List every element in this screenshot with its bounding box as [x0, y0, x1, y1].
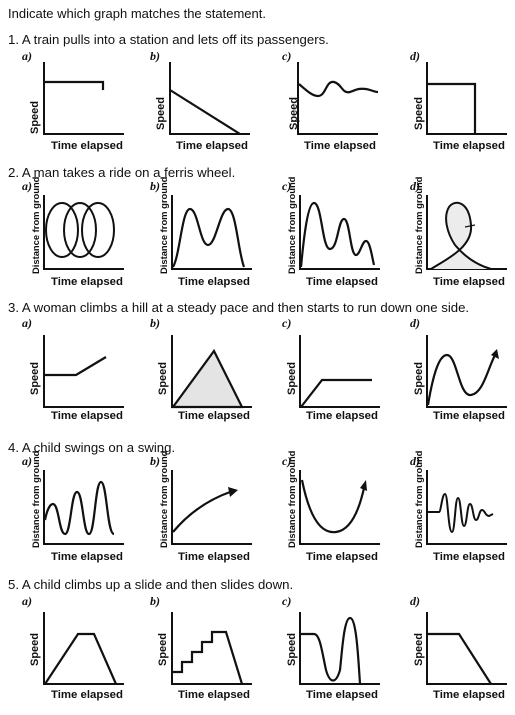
q3d-x-axis-label: Time elapsed — [433, 410, 505, 422]
question-2-text: 2. A man takes a ride on a ferris wheel. — [8, 165, 236, 180]
q5-option-d-label: d) — [410, 594, 420, 608]
q5a-y-axis-label: Speed — [29, 632, 41, 666]
q2-graph-d[interactable] — [426, 195, 507, 270]
q1d-y-axis-label: Speed — [413, 96, 425, 130]
q1-option-a-label: a) — [22, 49, 32, 63]
q4b-x-axis-label: Time elapsed — [178, 551, 250, 563]
q1d-x-axis-label: Time elapsed — [433, 140, 505, 152]
q3a-x-axis-label: Time elapsed — [51, 410, 123, 422]
q1-option-b-label: b) — [150, 49, 160, 63]
q1-option-c-label: c) — [282, 49, 292, 63]
q4-option-c-label: c) — [282, 454, 292, 468]
q3-option-d-label: d) — [410, 316, 420, 330]
q5-graph-c[interactable] — [299, 612, 380, 685]
q2c-x-axis-label: Time elapsed — [306, 276, 378, 288]
q1-graph-d[interactable] — [426, 62, 507, 135]
q4a-x-axis-label: Time elapsed — [51, 551, 123, 563]
q5d-x-axis-label: Time elapsed — [433, 689, 505, 701]
q1b-y-axis-label: Speed — [155, 96, 167, 130]
q2-option-b-label: b) — [150, 179, 160, 193]
q3-option-b-label: b) — [150, 316, 160, 330]
q5a-x-axis-label: Time elapsed — [51, 689, 123, 701]
q4c-y-axis-label: Distance from ground — [286, 450, 297, 548]
q5-graph-b[interactable] — [171, 612, 252, 685]
q2-graph-c[interactable] — [299, 195, 380, 270]
q4-graph-d[interactable] — [426, 470, 507, 545]
q2-graph-a[interactable] — [43, 195, 124, 270]
q3c-y-axis-label: Speed — [286, 361, 298, 395]
q4d-x-axis-label: Time elapsed — [433, 551, 505, 563]
q1a-x-axis-label: Time elapsed — [51, 140, 123, 152]
q5b-x-axis-label: Time elapsed — [178, 689, 250, 701]
q4-option-b-label: b) — [150, 454, 160, 468]
q2b-x-axis-label: Time elapsed — [178, 276, 250, 288]
q4c-x-axis-label: Time elapsed — [306, 551, 378, 563]
q5-option-c-label: c) — [282, 594, 292, 608]
q1-option-d-label: d) — [410, 49, 420, 63]
q3d-y-axis-label: Speed — [413, 361, 425, 395]
question-3-text: 3. A woman climbs a hill at a steady pac… — [8, 300, 470, 315]
q3b-x-axis-label: Time elapsed — [178, 410, 250, 422]
q4-option-a-label: a) — [22, 454, 32, 468]
question-5-text: 5. A child climbs up a slide and then sl… — [8, 577, 294, 592]
q4-graph-a[interactable] — [43, 470, 124, 545]
q5b-y-axis-label: Speed — [157, 632, 169, 666]
question-1-text: 1. A train pulls into a station and lets… — [8, 32, 329, 47]
q3a-y-axis-label: Speed — [29, 361, 41, 395]
q4a-y-axis-label: Distance from ground — [30, 450, 41, 548]
q1-graph-a[interactable] — [43, 62, 124, 135]
q2-option-c-label: c) — [282, 179, 292, 193]
q2d-y-axis-label: Distance from ground — [413, 176, 424, 274]
q5-option-a-label: a) — [22, 594, 32, 608]
q3-option-c-label: c) — [282, 316, 292, 330]
question-4-text: 4. A child swings on a swing. — [8, 440, 176, 455]
q4-graph-c[interactable] — [299, 470, 380, 545]
q3-graph-b[interactable] — [170, 335, 252, 409]
q3-graph-a[interactable] — [43, 335, 124, 408]
q5-option-b-label: b) — [150, 594, 160, 608]
q1b-x-axis-label: Time elapsed — [176, 140, 248, 152]
q3-graph-d[interactable] — [426, 335, 507, 408]
q5-graph-d[interactable] — [426, 612, 507, 685]
q5d-y-axis-label: Speed — [413, 632, 425, 666]
q2a-y-axis-label: Distance from ground — [30, 176, 41, 274]
q2a-x-axis-label: Time elapsed — [51, 276, 123, 288]
q5-graph-a[interactable] — [43, 612, 124, 685]
q3-graph-c[interactable] — [299, 335, 380, 408]
q3-option-a-label: a) — [22, 316, 32, 330]
q2c-y-axis-label: Distance from ground — [286, 176, 297, 274]
q5c-y-axis-label: Speed — [286, 632, 298, 666]
q3b-y-axis-label: Speed — [157, 361, 169, 395]
q4-graph-b[interactable] — [171, 470, 252, 545]
q4d-y-axis-label: Distance from ground — [413, 450, 424, 548]
q2d-x-axis-label: Time elapsed — [433, 276, 505, 288]
q3c-x-axis-label: Time elapsed — [306, 410, 378, 422]
worksheet-instructions: Indicate which graph matches the stateme… — [8, 6, 266, 21]
q1-graph-b[interactable] — [169, 62, 250, 135]
q2-option-a-label: a) — [22, 179, 32, 193]
q2b-y-axis-label: Distance from ground — [158, 176, 169, 274]
q4b-y-axis-label: Distance from ground — [158, 450, 169, 548]
q1-graph-c[interactable] — [297, 62, 379, 135]
q2-graph-b[interactable] — [171, 195, 252, 270]
q2-option-d-label: d) — [410, 179, 420, 193]
q4-option-d-label: d) — [410, 454, 420, 468]
q5c-x-axis-label: Time elapsed — [306, 689, 378, 701]
q1c-x-axis-label: Time elapsed — [304, 140, 376, 152]
q1a-y-axis-label: Speed — [29, 100, 41, 134]
